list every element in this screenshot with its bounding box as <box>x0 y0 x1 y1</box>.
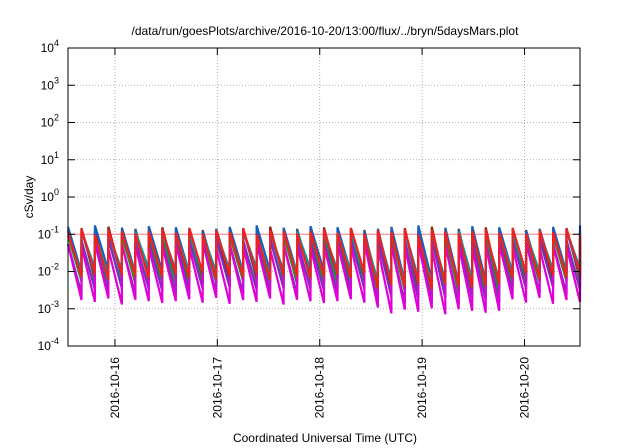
y-axis-label: cSv/day <box>22 176 36 219</box>
y-tick-label: 102 <box>41 113 59 130</box>
x-axis-label: Coordinated Universal Time (UTC) <box>233 431 417 445</box>
series-group <box>66 225 582 315</box>
x-tick-label: 2016-10-16 <box>108 357 122 419</box>
y-tick-label: 10-2 <box>38 262 59 279</box>
y-tick-label: 10-3 <box>38 299 59 316</box>
x-tick-label: 2016-10-17 <box>210 357 224 419</box>
chart-title: /data/run/goesPlots/archive/2016-10-20/1… <box>132 24 520 38</box>
y-tick-label: 103 <box>41 75 59 92</box>
x-tick-label: 2016-10-19 <box>415 357 429 419</box>
y-tick-label: 101 <box>41 150 59 167</box>
y-tick-label: 10-4 <box>38 336 59 353</box>
y-tick-label: 10-1 <box>38 224 59 241</box>
x-tick-label: 2016-10-18 <box>313 357 327 419</box>
series-line <box>66 227 582 290</box>
x-tick-label: 2016-10-20 <box>518 357 532 419</box>
y-tick-label: 104 <box>41 38 59 55</box>
x-axis-ticks: 2016-10-16 2016-10-17 2016-10-18 2016-10-19… <box>108 48 532 418</box>
y-tick-label: 100 <box>41 187 59 204</box>
